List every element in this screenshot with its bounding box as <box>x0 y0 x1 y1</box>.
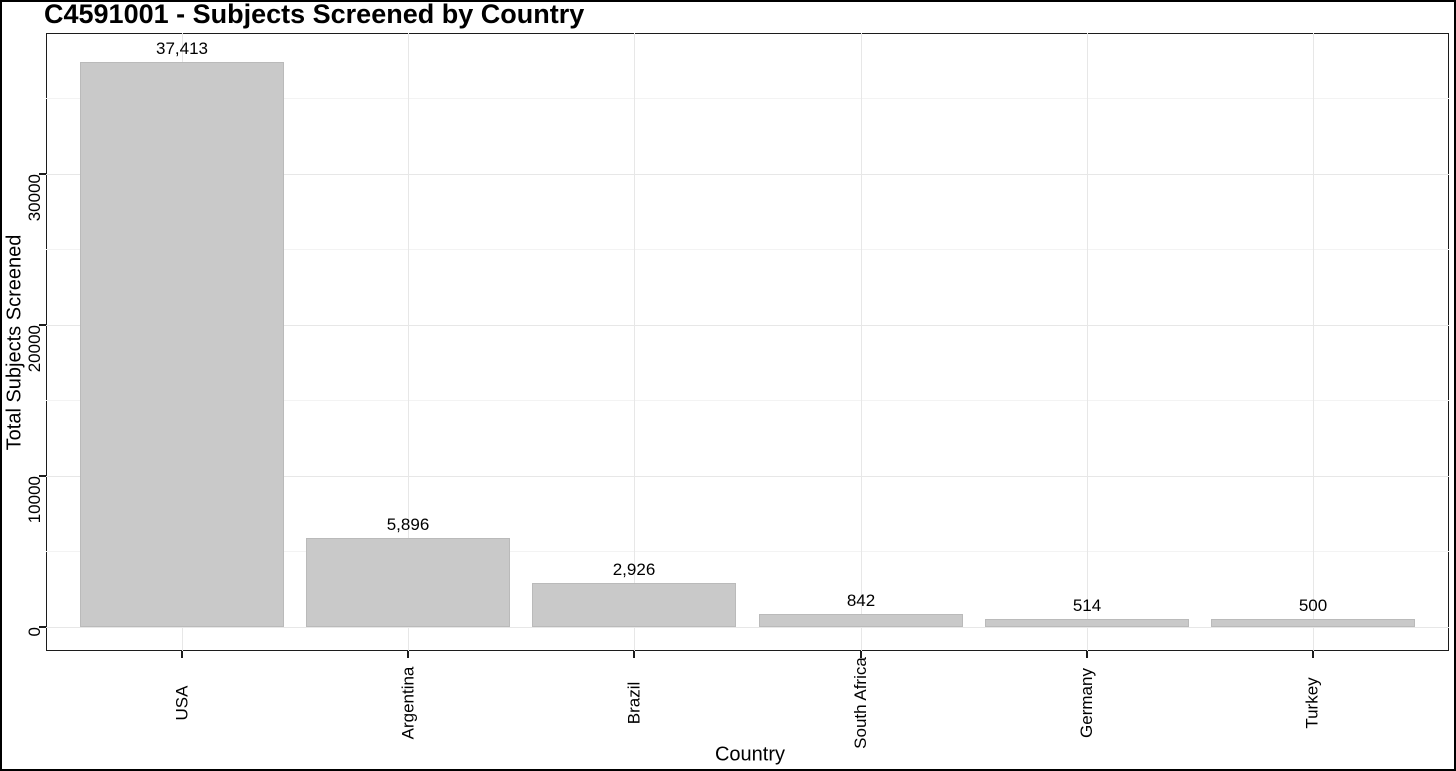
x-tick-label-text: USA <box>172 685 191 721</box>
y-tick-label: 30000 <box>25 173 44 222</box>
x-tick-label-text: Turkey <box>1303 677 1323 729</box>
y-gridline-minor <box>46 551 1449 553</box>
x-tick <box>181 651 183 658</box>
plot-panel <box>46 33 1449 651</box>
y-gridline-minor <box>46 400 1449 402</box>
bar <box>306 537 510 627</box>
y-gridline-major <box>46 173 1449 175</box>
x-tick-label-text: Argentina <box>398 666 417 740</box>
bar-value-label: 37,413 <box>156 39 208 58</box>
x-tick-label-text: Brazil <box>624 681 644 725</box>
x-tick <box>1312 651 1314 658</box>
bar <box>985 619 1189 627</box>
chart-title: C4591001 - Subjects Screened by Country <box>44 0 585 29</box>
x-tick <box>633 651 635 658</box>
y-gridline-minor <box>46 249 1449 251</box>
x-tick <box>407 651 409 658</box>
y-tick <box>39 172 46 175</box>
x-tick <box>1086 651 1088 658</box>
y-axis-title-text: Total Subjects Screened <box>3 234 26 450</box>
y-gridline-minor <box>46 98 1449 100</box>
x-tick-label-text: Germany <box>1077 668 1097 738</box>
bar <box>532 582 736 627</box>
bar-value-label: 514 <box>1072 596 1102 616</box>
x-gridline-major <box>1313 33 1314 651</box>
bar-value-label: 500 <box>1298 596 1328 616</box>
y-tick-label: 20000 <box>25 324 44 373</box>
x-gridline-major <box>408 33 409 651</box>
x-tick-label-text: South Africa <box>851 657 871 749</box>
y-tick <box>39 474 46 477</box>
x-axis-title: Country <box>714 743 786 766</box>
bar-value-label: 2,926 <box>612 559 656 579</box>
x-gridline-major <box>634 33 635 651</box>
bar <box>1211 619 1415 627</box>
y-tick <box>39 626 46 628</box>
y-gridline-major <box>46 324 1449 326</box>
bar-value-label: 842 <box>846 591 876 611</box>
bar <box>80 62 284 627</box>
y-gridline-major <box>46 475 1449 477</box>
x-gridline-major <box>861 33 862 651</box>
x-tick <box>860 651 862 658</box>
bar <box>759 614 963 627</box>
y-tick-label: 10000 <box>25 475 44 524</box>
bar-value-label: 5,896 <box>386 514 430 534</box>
y-tick <box>39 323 46 326</box>
x-gridline-major <box>1087 33 1088 651</box>
y-tick-label: 0 <box>25 627 44 637</box>
y-gridline-major <box>46 627 1449 628</box>
